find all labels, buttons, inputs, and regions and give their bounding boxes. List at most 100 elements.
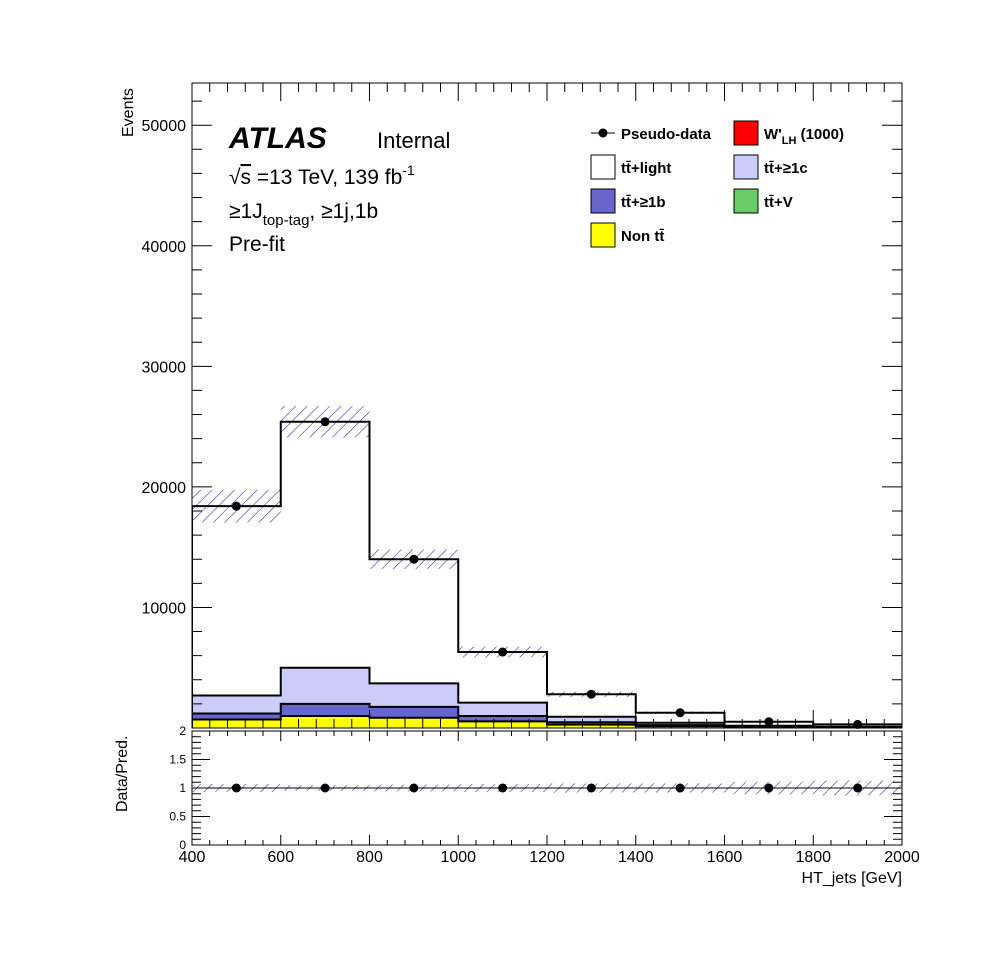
stack-bar xyxy=(635,712,725,723)
x-axis-label: HT_jets [GeV] xyxy=(802,870,902,887)
x-tick-label: 1000 xyxy=(440,849,476,866)
ratio-point xyxy=(320,783,330,793)
stack-bar xyxy=(369,706,459,718)
stack-bar xyxy=(547,722,636,725)
x-tick-label: 600 xyxy=(267,849,294,866)
region-post: , ≥1j,1b xyxy=(309,200,378,223)
x-tick-label: 800 xyxy=(356,849,383,866)
x-tick-label: 2000 xyxy=(884,849,920,866)
stack-bar xyxy=(192,695,281,714)
data-point xyxy=(409,554,419,564)
stack-bar xyxy=(280,667,370,704)
legend-swatch xyxy=(590,154,616,180)
legend-entry-tt1b: tt̄+≥1b xyxy=(590,188,666,214)
data-point xyxy=(320,417,330,427)
legend-label: Non tt̄ xyxy=(621,228,665,245)
stack-bar xyxy=(192,713,281,720)
legend-label: tt̄+V xyxy=(764,194,793,211)
legend-swatch xyxy=(590,188,616,214)
stack-bar xyxy=(458,702,547,716)
legend-swatch xyxy=(733,120,759,146)
status-label: Internal xyxy=(377,128,450,153)
y-tick-label: 50000 xyxy=(142,118,187,135)
stack-bar xyxy=(547,694,636,717)
region-label: ≥1Jtop-tag, ≥1j,1b xyxy=(229,200,378,229)
x-tick-label: 1200 xyxy=(529,849,565,866)
ratio-points xyxy=(231,783,863,793)
x-tick-label: 1800 xyxy=(795,849,831,866)
fit-label: Pre-fit xyxy=(229,233,285,256)
x-tick-label: 1600 xyxy=(707,849,743,866)
stack-bar xyxy=(369,559,459,684)
ratio-point xyxy=(231,783,241,793)
stack-bar xyxy=(547,724,636,728)
legend-entry-tt1c: tt̄+≥1c xyxy=(733,154,808,180)
stacked-histogram xyxy=(192,421,902,728)
ratio-tick-label: 1.5 xyxy=(169,753,186,767)
stack-bar xyxy=(458,652,547,703)
legend-entry-pseudo-data: Pseudo-data xyxy=(591,126,712,143)
data-point xyxy=(764,717,774,727)
x-tick-label: 1400 xyxy=(618,849,654,866)
region-sub: top-tag xyxy=(263,212,310,229)
ratio-tick-label: 2 xyxy=(179,724,186,738)
y-tick-label: 10000 xyxy=(142,600,187,617)
legend-label: tt̄+≥1c xyxy=(764,160,808,177)
experiment-label: ATLAS xyxy=(228,122,327,155)
lumi-exponent: -1 xyxy=(402,162,415,178)
y-tick-label: 30000 xyxy=(142,359,187,376)
legend-label: W'LH (1000) xyxy=(764,126,844,147)
stack-bar xyxy=(547,716,636,723)
legend-entry-signal: W'LH (1000) xyxy=(733,120,844,147)
stack-bar xyxy=(635,722,725,726)
tick-mark xyxy=(191,83,903,729)
data-point xyxy=(498,647,508,657)
data-point xyxy=(231,501,241,511)
legend-label: tt̄+light xyxy=(621,160,671,177)
ratio-point xyxy=(498,783,508,793)
data-point xyxy=(853,719,863,729)
stack-bar xyxy=(192,506,281,696)
legend-entry-ttlight: tt̄+light xyxy=(590,154,671,180)
region-pre: ≥1J xyxy=(229,200,263,223)
ratio-axis-ticks: 0 0.5 1 1.5 2 400 600 800 1000 1200 1400 1600 1800 20… xyxy=(169,724,920,866)
ratio-point xyxy=(586,783,596,793)
legend-label: Pseudo-data xyxy=(621,126,712,143)
stack-bar xyxy=(192,719,281,728)
data-marker-icon xyxy=(598,128,608,138)
y-axis-label: Events xyxy=(120,88,137,137)
stack-bar xyxy=(280,421,370,668)
x-tick-label: 400 xyxy=(179,849,206,866)
ratio-y-axis-label: Data/Pred. xyxy=(114,736,131,812)
stack-bar xyxy=(369,717,459,728)
main-axis-ticks: 10000 20000 30000 40000 50000 xyxy=(142,83,903,729)
legend-entry-ttv: tt̄+V xyxy=(733,188,793,214)
legend-label: tt̄+≥1b xyxy=(621,194,666,211)
ratio-tick-label: 0 xyxy=(179,838,186,852)
legend-entry-non-tt: Non tt̄ xyxy=(590,222,665,248)
ratio-tick-label: 1 xyxy=(179,781,186,795)
legend-swatch xyxy=(590,222,616,248)
sqrt-s: s xyxy=(241,166,252,189)
ratio-point xyxy=(853,783,863,793)
stack-bar xyxy=(369,683,459,707)
ratio-tick-label: 0.5 xyxy=(169,810,186,824)
stack-bar xyxy=(458,721,547,728)
energy-lumi-text: =13 TeV, 139 fb xyxy=(251,166,402,189)
tick-mark xyxy=(191,730,903,846)
stack-bar xyxy=(280,715,370,728)
stack-bar xyxy=(280,703,370,716)
y-tick-label: 40000 xyxy=(142,239,187,256)
legend-swatch xyxy=(733,154,759,180)
sqrt-symbol: √ xyxy=(229,166,241,189)
y-tick-label: 20000 xyxy=(142,480,187,497)
ratio-point xyxy=(675,783,685,793)
legend: Pseudo-data W'LH (1000) tt̄+light tt̄+≥1… xyxy=(590,120,844,248)
data-point xyxy=(675,708,685,718)
ratio-point xyxy=(409,783,419,793)
pseudo-data-points xyxy=(231,417,863,729)
data-point xyxy=(586,689,596,699)
ratio-point xyxy=(764,783,774,793)
energy-lumi-label: √s =13 TeV, 139 fb-1 xyxy=(229,162,415,189)
